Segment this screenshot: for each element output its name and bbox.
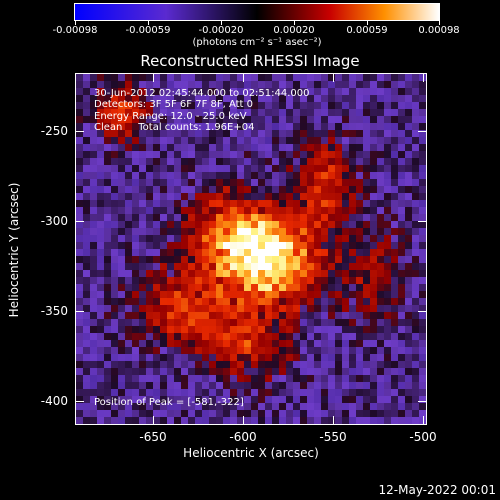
plot-title: Reconstructed RHESSI Image xyxy=(140,52,360,70)
colorbar-tick-label: -0.00059 xyxy=(125,25,171,36)
colorbar-tick xyxy=(294,21,295,25)
info-energy-range: Energy Range: 12.0 - 25.0 keV xyxy=(94,111,247,122)
x-tick xyxy=(333,74,334,82)
info-detectors: Detectors: 3F 5F 6F 7F 8F, Att 0 xyxy=(94,99,254,110)
colorbar xyxy=(74,3,440,21)
y-tick xyxy=(418,131,426,132)
y-tick xyxy=(76,401,84,402)
x-tick xyxy=(423,74,424,82)
x-tick xyxy=(153,416,154,424)
info-time-range: 30-Jun-2012 02:45:44.000 to 02:51:44.000 xyxy=(94,88,310,99)
y-tick xyxy=(76,221,84,222)
colorbar-tick-label: -0.00098 xyxy=(52,25,98,36)
y-axis-title: Heliocentric Y (arcsec) xyxy=(7,182,21,318)
y-tick-label: -300 xyxy=(40,214,68,228)
colorbar-tick xyxy=(221,21,222,25)
colorbar-tick xyxy=(367,21,368,25)
x-tick-label: -550 xyxy=(319,430,347,444)
x-tick xyxy=(423,416,424,424)
datestamp: 12-May-2022 00:01 xyxy=(378,483,496,497)
x-tick-label: -650 xyxy=(139,430,167,444)
colorbar-tick-label: -0.00020 xyxy=(198,25,244,36)
x-tick-label: -500 xyxy=(409,430,437,444)
x-tick xyxy=(333,416,334,424)
y-tick-label: -400 xyxy=(40,394,68,408)
colorbar-tick xyxy=(75,21,76,25)
colorbar-tick xyxy=(148,21,149,25)
peak-position-label: Position of Peak = [-581,-322] xyxy=(94,397,244,408)
colorbar-unit-label: (photons cm⁻² s⁻¹ asec⁻²) xyxy=(192,37,322,48)
y-tick-label: -250 xyxy=(40,124,68,138)
y-tick xyxy=(418,401,426,402)
rhessi-image-heatmap xyxy=(76,74,426,424)
x-tick-label: -600 xyxy=(229,430,257,444)
colorbar-tick-label: 0.00020 xyxy=(273,25,315,36)
y-tick xyxy=(76,131,84,132)
colorbar-tick-label: 0.00059 xyxy=(346,25,388,36)
y-tick-label: -350 xyxy=(40,304,68,318)
x-tick xyxy=(243,416,244,424)
colorbar-tick-label: 0.00098 xyxy=(418,25,460,36)
x-tick xyxy=(243,74,244,82)
colorbar-tick xyxy=(439,21,440,25)
x-axis-title: Heliocentric X (arcsec) xyxy=(183,446,319,460)
plot-frame xyxy=(75,73,427,425)
y-tick xyxy=(418,221,426,222)
y-tick xyxy=(76,311,84,312)
x-tick xyxy=(153,74,154,82)
info-clean-counts: Clean Total counts: 1.96E+04 xyxy=(94,122,255,133)
y-tick xyxy=(418,311,426,312)
